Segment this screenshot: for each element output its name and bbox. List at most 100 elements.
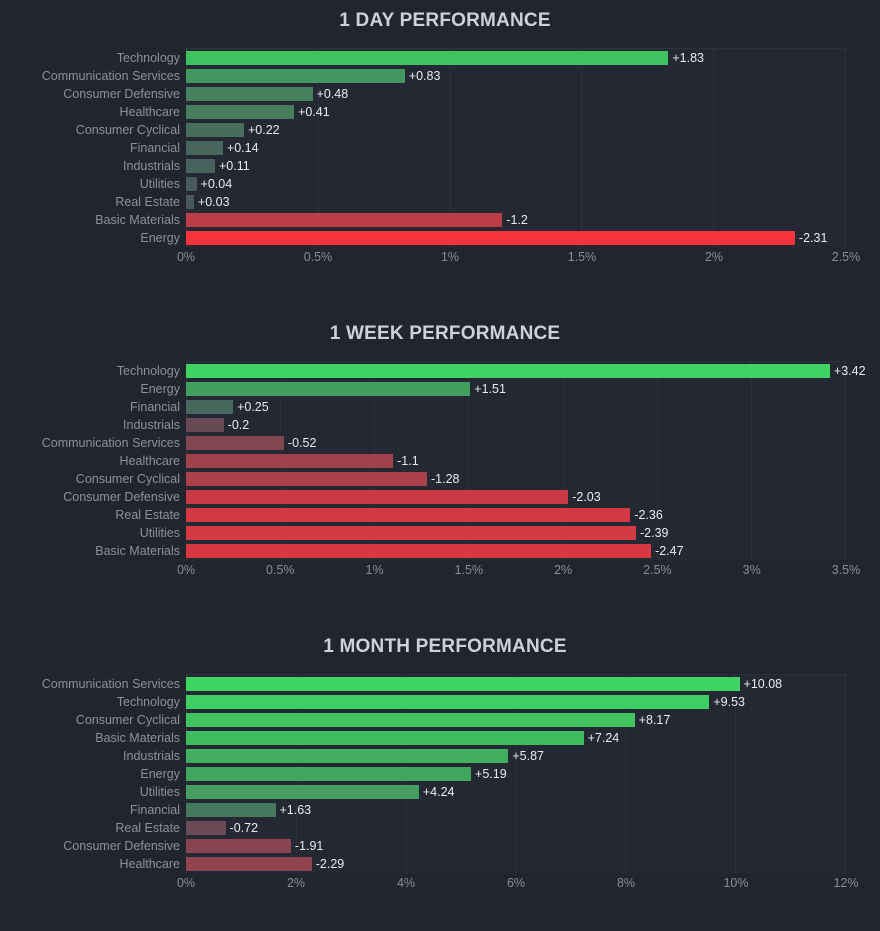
gridline (750, 362, 752, 560)
category-label: Utilities (139, 177, 180, 191)
bar-value-label: +7.24 (587, 731, 620, 745)
x-axis-tick-label: 0% (176, 876, 196, 890)
x-axis-tick-label: 2% (704, 250, 724, 264)
bar[interactable] (186, 490, 569, 504)
x-axis-tick-label: 8% (616, 876, 636, 890)
bar-rows: Technology +3.42 Energy +1.51 Financial +0.25… (42, 362, 866, 560)
bar-value-label: +0.04 (200, 177, 233, 191)
bar-value-label: -0.2 (227, 418, 250, 432)
bar-row: Healthcare -1.1 (120, 452, 845, 470)
category-label: Communication Services (41, 677, 180, 691)
bar-row: Energy +1.51 (140, 380, 845, 398)
category-label: Utilities (139, 785, 180, 799)
bar-rows: Technology +1.83 Communication Services +0.… (42, 49, 845, 247)
bar-row: Consumer Defensive -2.03 (63, 488, 845, 506)
bar[interactable] (186, 436, 284, 450)
bar[interactable] (186, 713, 635, 727)
bar-row: Communication Services -0.52 (42, 434, 845, 452)
bar[interactable] (186, 767, 472, 781)
bar-value-label: -2.29 (315, 857, 345, 871)
bar-row: Basic Materials -1.2 (95, 211, 845, 229)
bar-value-label: +0.11 (218, 159, 250, 173)
bar[interactable] (186, 105, 295, 119)
bar[interactable] (186, 159, 215, 173)
category-label: Basic Materials (95, 213, 180, 227)
category-label: Technology (116, 51, 180, 65)
bar-value-label: -1.28 (431, 472, 460, 486)
bar-row: Financial +0.25 (130, 398, 845, 416)
bar-value-label: -1.2 (506, 213, 528, 227)
bar[interactable] (186, 857, 312, 871)
bar-row: Real Estate +0.03 (115, 193, 845, 211)
bar[interactable] (186, 544, 652, 558)
bar[interactable] (186, 231, 795, 245)
bar-row: Consumer Cyclical +0.22 (76, 121, 845, 139)
x-axis-tick-label: 0.5% (266, 563, 295, 577)
bar[interactable] (186, 677, 740, 691)
gridline (581, 49, 583, 247)
bar-value-label: +3.42 (833, 364, 866, 378)
bar-row: Consumer Defensive +0.48 (63, 85, 845, 103)
chart-title: 1 DAY PERFORMANCE (339, 10, 551, 31)
bar-row: Financial +1.63 (130, 801, 845, 819)
bar-value-label: +9.53 (713, 695, 745, 709)
bar[interactable] (186, 749, 509, 763)
bar-row: Technology +3.42 (117, 362, 866, 380)
bar[interactable] (186, 454, 394, 468)
bar[interactable] (186, 508, 631, 522)
bar[interactable] (186, 400, 234, 414)
bar-value-label: +1.51 (474, 382, 506, 396)
chart-title: 1 WEEK PERFORMANCE (329, 323, 561, 344)
bar[interactable] (186, 51, 669, 65)
bar-value-label: +0.48 (316, 87, 349, 101)
bar[interactable] (186, 526, 636, 540)
bar-row: Utilities +0.04 (140, 175, 845, 193)
bar-rows: Communication Services +10.08 Technology +9… (42, 675, 845, 873)
bar[interactable] (186, 195, 194, 209)
bar[interactable] (186, 364, 830, 378)
bar-row: Energy -2.31 (140, 229, 845, 247)
category-label: Real Estate (115, 508, 180, 522)
x-axis-tick-label: 12% (833, 876, 859, 890)
bar[interactable] (186, 839, 291, 853)
bar[interactable] (186, 87, 313, 101)
category-label: Energy (140, 382, 180, 396)
gridline (656, 362, 658, 560)
x-axis-tick-label: 1.5% (567, 250, 597, 264)
bar-row: Real Estate -2.36 (115, 506, 845, 524)
gridline (515, 675, 517, 873)
bar[interactable] (186, 177, 197, 191)
bar[interactable] (186, 821, 226, 835)
category-label: Technology (116, 364, 180, 378)
x-axis-tick-label: 0% (176, 250, 196, 264)
bar-row: Energy +5.19 (140, 765, 845, 783)
gridline (845, 362, 846, 560)
bar[interactable] (186, 803, 276, 817)
category-label: Energy (140, 231, 180, 245)
bar-value-label: -2.39 (640, 526, 669, 540)
plot-area: Technology +1.83 Communication Services +0.… (42, 48, 846, 247)
bar[interactable] (186, 69, 405, 83)
category-label: Financial (129, 141, 180, 155)
category-label: Utilities (139, 526, 180, 540)
bar-row: Communication Services +0.83 (42, 67, 845, 85)
gridline (845, 675, 846, 873)
bar-value-label: -2.31 (798, 231, 828, 245)
bar-row: Consumer Cyclical +8.17 (76, 711, 845, 729)
gridline (468, 362, 470, 560)
x-axis-tick-label: 2.5% (643, 563, 672, 577)
bar[interactable] (186, 785, 419, 799)
gridline (449, 49, 451, 247)
category-label: Communication Services (41, 69, 180, 83)
bar[interactable] (186, 731, 584, 745)
bar[interactable] (186, 382, 471, 396)
bar[interactable] (186, 123, 244, 137)
category-label: Technology (116, 695, 180, 709)
bar[interactable] (186, 418, 224, 432)
bar[interactable] (186, 472, 427, 486)
bar[interactable] (186, 141, 223, 155)
bar[interactable] (186, 213, 503, 227)
bar-value-label: +4.24 (422, 785, 455, 799)
bar[interactable] (186, 695, 710, 709)
